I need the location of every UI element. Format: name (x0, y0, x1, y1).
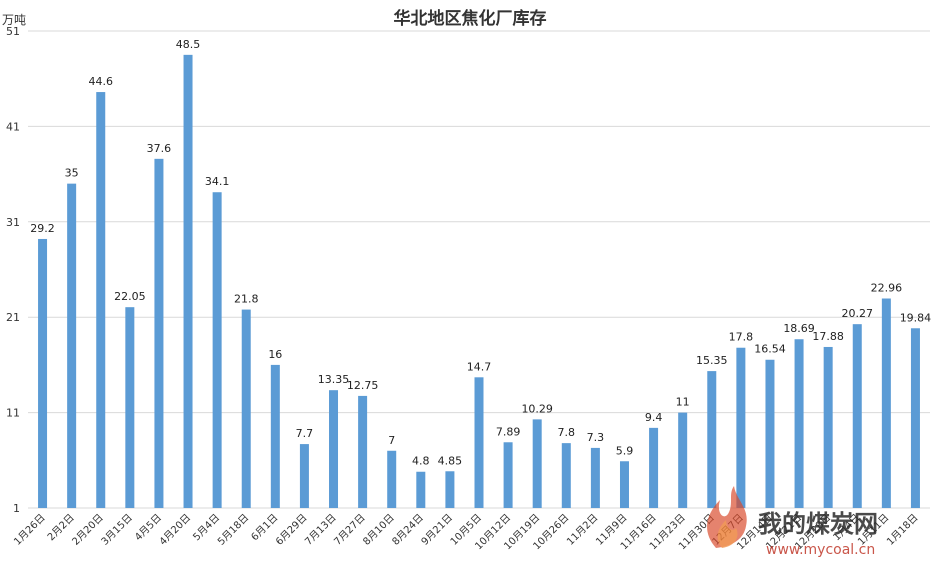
y-tick-label: 1 (13, 502, 20, 515)
data-label: 18.69 (783, 322, 815, 335)
data-label: 11 (676, 396, 690, 409)
bar (794, 339, 804, 508)
bar (270, 364, 280, 508)
y-tick-label: 51 (6, 25, 20, 38)
x-tick-label: 5月18日 (215, 512, 251, 548)
bar (881, 298, 891, 508)
data-label: 22.96 (871, 282, 903, 295)
data-label: 15.35 (696, 354, 728, 367)
bars (38, 54, 920, 509)
bar (736, 347, 746, 508)
data-label: 17.88 (812, 330, 844, 343)
bar (503, 442, 513, 508)
bar (707, 371, 717, 508)
data-label: 19.84 (900, 311, 932, 324)
x-tick-label: 9月21日 (419, 512, 455, 548)
bar (910, 328, 920, 508)
bar (125, 307, 135, 508)
x-tick-label: 2月20日 (70, 512, 106, 548)
x-tick-label: 4月20日 (157, 512, 193, 548)
bar (416, 471, 426, 508)
bar (183, 54, 193, 508)
data-label: 21.8 (234, 293, 259, 306)
bar (387, 450, 397, 508)
data-label: 16.54 (754, 343, 786, 356)
watermark-site-name: 我的煤炭网 (758, 510, 878, 538)
data-label: 5.9 (616, 444, 634, 457)
x-tick-label: 7月13日 (303, 512, 339, 548)
bar (358, 395, 368, 508)
y-tick-label: 31 (6, 216, 20, 229)
data-label: 7 (388, 434, 395, 447)
bar (67, 183, 77, 508)
bar (619, 461, 629, 508)
y-axis-unit-label: 万吨 (2, 13, 26, 27)
x-tick-label: 8月24日 (390, 512, 426, 548)
data-label: 4.8 (412, 455, 430, 468)
data-label: 10.29 (521, 402, 553, 415)
data-label: 20.27 (842, 307, 874, 320)
data-label: 14.7 (467, 360, 492, 373)
x-tick-label: 11月2日 (564, 512, 600, 548)
data-label: 48.5 (176, 38, 201, 51)
bar (299, 444, 309, 508)
data-label: 7.3 (587, 431, 605, 444)
y-tick-label: 21 (6, 311, 20, 324)
x-tick-label: 3月15日 (99, 512, 135, 548)
bar (38, 238, 48, 509)
data-label: 7.8 (558, 426, 576, 439)
bar (154, 158, 164, 508)
bar (96, 92, 106, 508)
x-tick-label: 1月18日 (884, 512, 920, 548)
bar (212, 192, 222, 508)
data-label: 4.85 (438, 454, 463, 467)
bar (561, 443, 571, 508)
bar (329, 390, 339, 508)
data-label: 7.7 (296, 427, 314, 440)
y-tick-label: 41 (6, 120, 20, 133)
x-tick-label: 8月10日 (361, 512, 397, 548)
data-label: 17.8 (729, 331, 754, 344)
bar (532, 419, 542, 508)
bar (765, 359, 775, 508)
x-tick-label: 1月26日 (12, 512, 48, 548)
y-tick-label: 11 (6, 407, 20, 420)
data-label: 12.75 (347, 379, 379, 392)
data-label: 9.4 (645, 411, 663, 424)
data-label: 35 (65, 167, 79, 180)
x-tick-label: 7月27日 (332, 512, 368, 548)
data-label: 37.6 (147, 142, 172, 155)
bar (823, 346, 833, 508)
bar (649, 427, 659, 508)
data-label: 22.05 (114, 290, 146, 303)
data-label: 29.2 (30, 222, 55, 235)
bar (590, 447, 600, 508)
chart-title: 华北地区焦化厂库存 (394, 8, 547, 29)
data-label: 7.89 (496, 425, 521, 438)
watermark: 我的煤炭网 www.mycoal.cn (707, 486, 878, 558)
data-label: 13.35 (318, 373, 350, 386)
flame-logo-icon (707, 486, 747, 548)
bar (678, 412, 688, 508)
data-labels: 29.2 35 44.6 22.05 37.6 48.5 34.1 21.8 16 7.7 13.3… (30, 38, 931, 468)
bar (241, 309, 251, 508)
bar (445, 471, 455, 508)
data-label: 34.1 (205, 175, 230, 188)
watermark-url: www.mycoal.cn (766, 542, 875, 558)
x-tick-label: 6月29日 (273, 512, 309, 548)
bar (474, 377, 484, 508)
bar (852, 324, 862, 508)
data-label: 16 (268, 348, 282, 361)
data-label: 44.6 (88, 75, 113, 88)
